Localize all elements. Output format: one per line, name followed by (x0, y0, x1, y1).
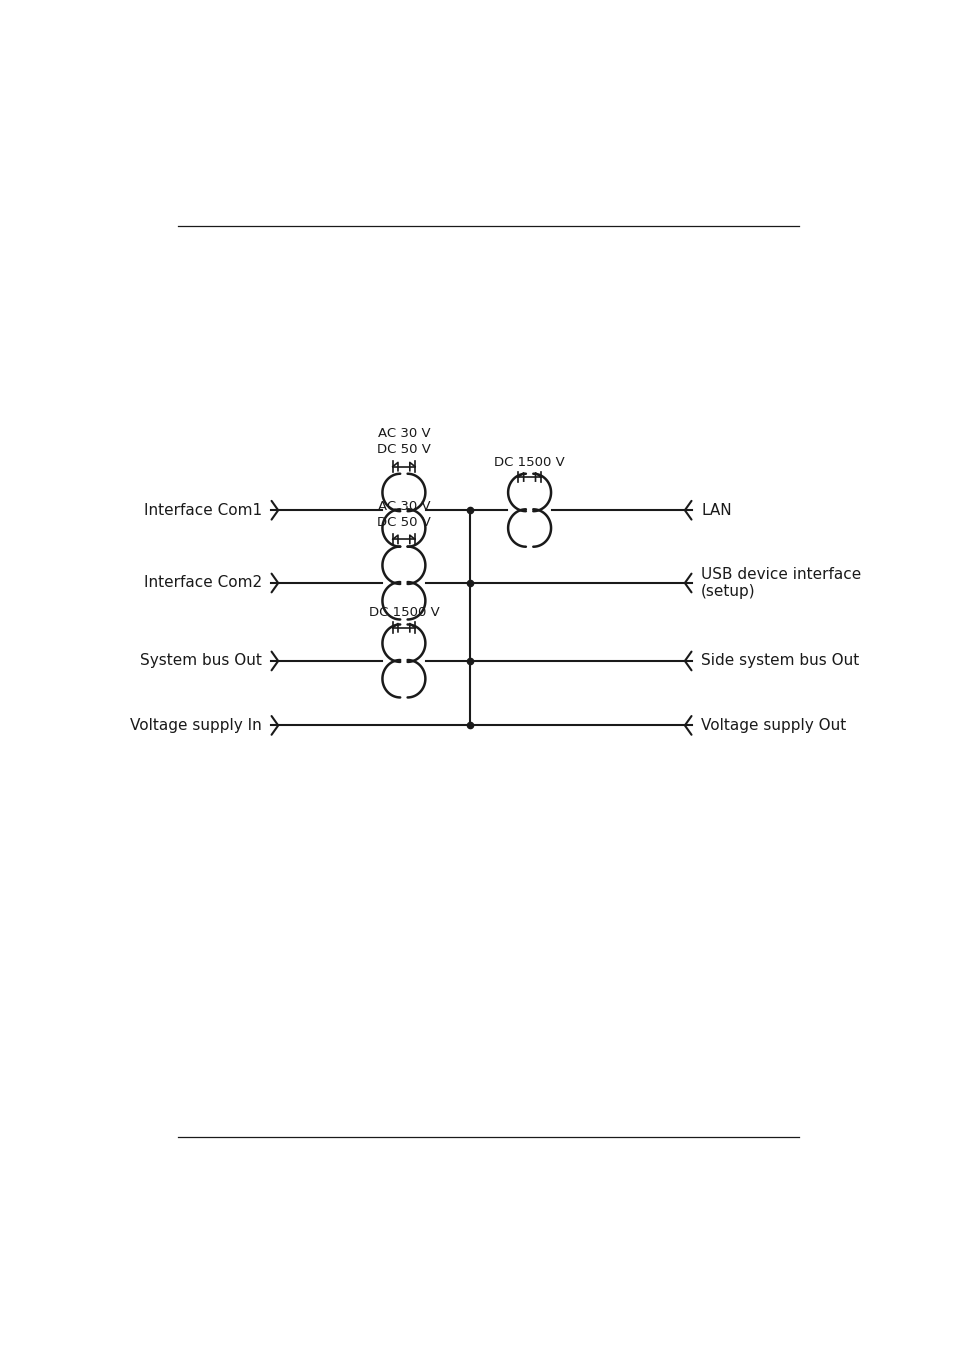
Text: AC 30 V
DC 50 V: AC 30 V DC 50 V (376, 500, 431, 529)
Text: Interface Com2: Interface Com2 (144, 575, 262, 590)
Text: Side system bus Out: Side system bus Out (700, 653, 859, 668)
Text: USB device interface
(setup): USB device interface (setup) (700, 567, 861, 599)
Text: Interface Com1: Interface Com1 (144, 502, 262, 518)
Text: LAN: LAN (700, 502, 731, 518)
Text: DC 1500 V: DC 1500 V (494, 456, 564, 468)
Text: AC 30 V
DC 50 V: AC 30 V DC 50 V (376, 427, 431, 456)
Text: Voltage supply Out: Voltage supply Out (700, 718, 845, 733)
Text: Voltage supply In: Voltage supply In (130, 718, 262, 733)
Text: System bus Out: System bus Out (140, 653, 262, 668)
Text: DC 1500 V: DC 1500 V (368, 606, 438, 620)
